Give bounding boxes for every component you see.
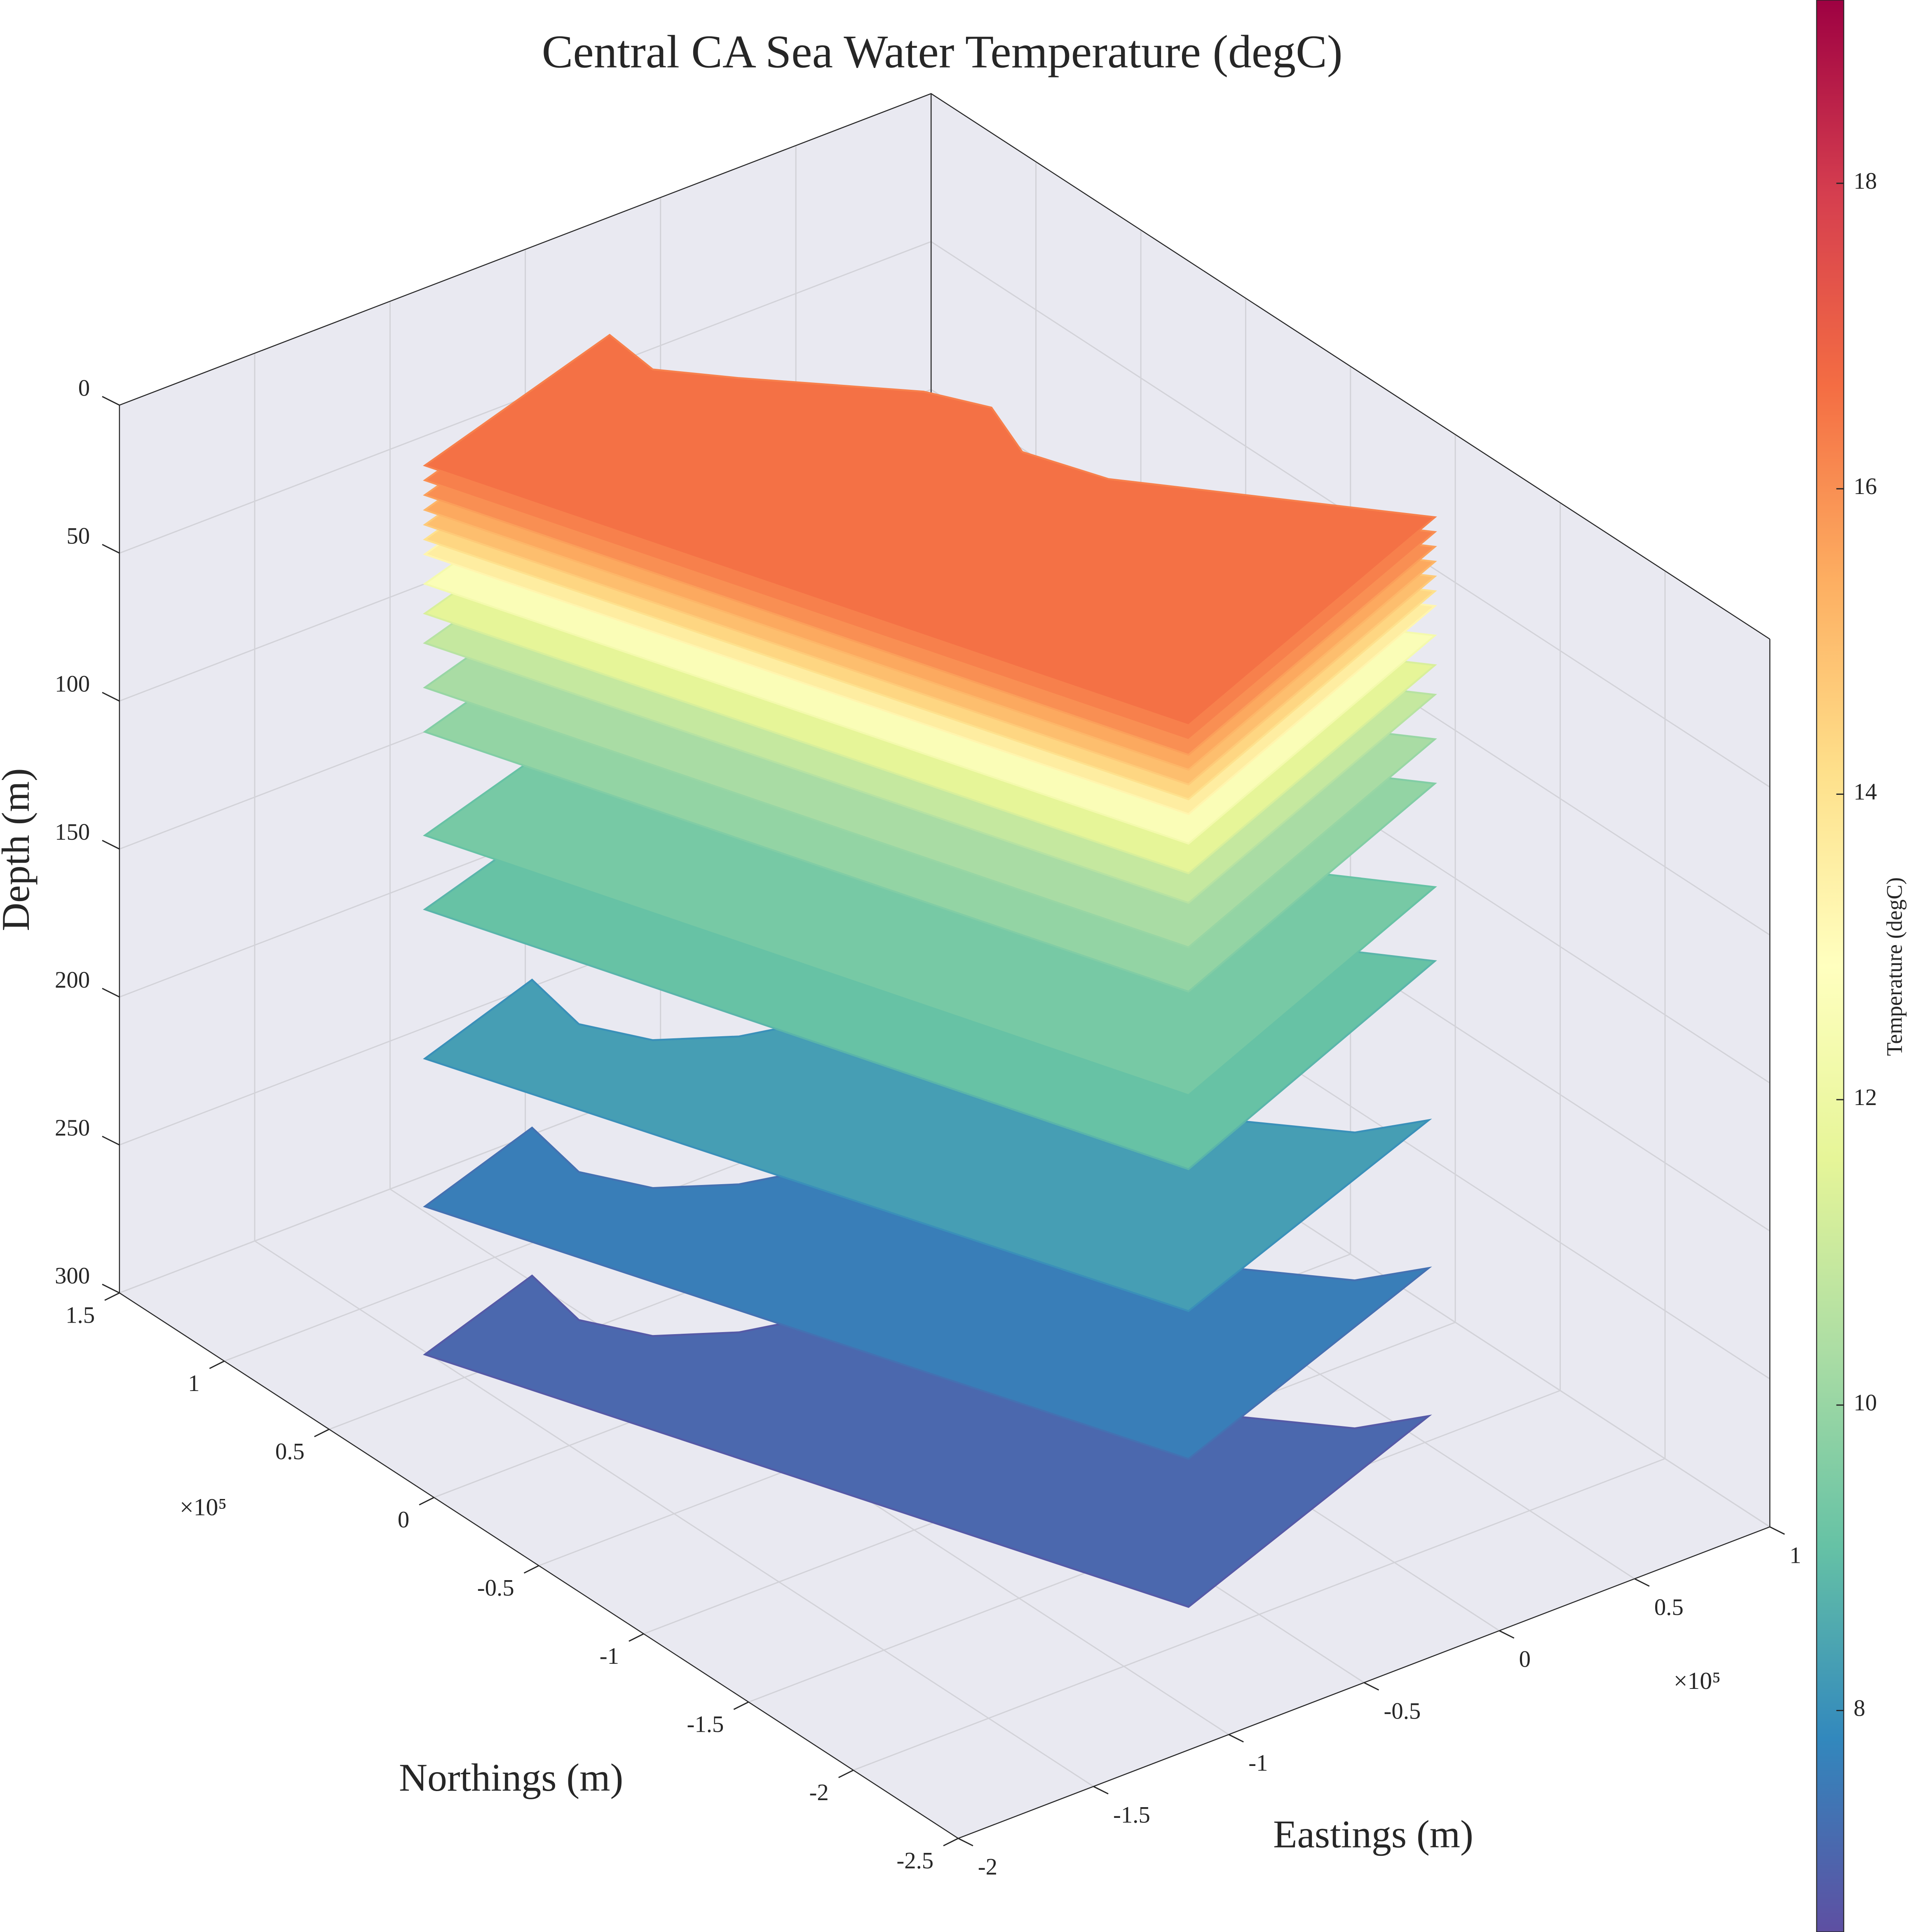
labels: 050100150200250300-2.5-2-1.5-1-0.500.511… — [55, 0, 1877, 1932]
y-tick — [958, 1838, 973, 1847]
colorbar — [1816, 0, 1844, 1932]
x-tick — [733, 1701, 749, 1710]
x-tick-label: -2.5 — [896, 1848, 933, 1874]
colorbar-tick-label: 10 — [1854, 1390, 1877, 1416]
z-tick-label: 0 — [78, 375, 90, 401]
z-tick — [102, 1136, 120, 1146]
x-tick-label: 0.5 — [275, 1439, 305, 1465]
z-tick — [102, 840, 120, 850]
y-tick — [1769, 1526, 1785, 1535]
y-tick-label: -2 — [978, 1854, 997, 1880]
colorbar-tick-label: 8 — [1854, 1695, 1865, 1721]
z-tick-label: 200 — [55, 967, 90, 993]
z-tick — [102, 396, 120, 406]
grid-line — [254, 353, 1094, 1787]
x-tick — [838, 1769, 854, 1778]
x-tick-label: -1 — [600, 1643, 619, 1669]
colorbar-tick-label: 12 — [1854, 1084, 1877, 1110]
x-tick-label: 0 — [398, 1507, 409, 1533]
x-tick-label: -2 — [809, 1780, 829, 1806]
z-tick-label: 300 — [55, 1263, 90, 1289]
z-tick-label: 250 — [55, 1115, 90, 1141]
x-tick — [314, 1429, 330, 1438]
x-tick-label: 1.5 — [66, 1302, 95, 1328]
y-tick — [1634, 1578, 1650, 1587]
z-tick — [102, 988, 120, 998]
z-tick — [102, 692, 120, 702]
y-tick-label: -0.5 — [1384, 1698, 1421, 1724]
y-tick-label: 0.5 — [1654, 1594, 1684, 1620]
y-tick-label: -1.5 — [1113, 1802, 1150, 1828]
y-tick-label: 1 — [1789, 1542, 1801, 1568]
y-tick — [1228, 1734, 1244, 1743]
z-tick-label: 150 — [55, 819, 90, 845]
y-tick — [1499, 1630, 1515, 1639]
y-tick-label: -1 — [1248, 1750, 1268, 1776]
x-tick — [629, 1633, 644, 1642]
z-tick-label: 50 — [66, 523, 90, 549]
y-exponent: ×10⁵ — [1674, 1667, 1721, 1694]
x-tick — [523, 1565, 539, 1574]
x-tick-label: -1.5 — [687, 1712, 724, 1738]
chart-title: Central CA Sea Water Temperature (degC) — [542, 26, 1343, 78]
colorbar-tick-label: 14 — [1854, 779, 1877, 805]
z-axis-label: Depth (m) — [0, 768, 38, 931]
z-tick-label: 100 — [55, 671, 90, 697]
y-axis-label: Eastings (m) — [1273, 1813, 1473, 1856]
y-tick — [1093, 1786, 1109, 1795]
x-tick-label: 1 — [188, 1370, 199, 1396]
x-tick — [419, 1497, 434, 1506]
z-tick — [102, 544, 120, 554]
x-tick-label: -0.5 — [477, 1575, 514, 1601]
slices — [423, 334, 1437, 1608]
depth-slice — [423, 334, 1437, 726]
colorbar-tick-label: 16 — [1854, 473, 1877, 499]
x-axis-label: Northings (m) — [399, 1756, 623, 1799]
x-tick — [209, 1361, 225, 1369]
z-tick — [102, 1283, 120, 1294]
grid-line — [389, 301, 1229, 1735]
x-exponent: ×10⁵ — [180, 1494, 227, 1521]
colorbar-label: Temperature (degC) — [1882, 877, 1907, 1056]
colorbar-tick-label: 18 — [1854, 168, 1877, 194]
y-tick — [1363, 1682, 1379, 1691]
x-tick — [943, 1838, 959, 1847]
y-tick-label: 0 — [1519, 1646, 1531, 1672]
x-tick — [104, 1292, 120, 1301]
